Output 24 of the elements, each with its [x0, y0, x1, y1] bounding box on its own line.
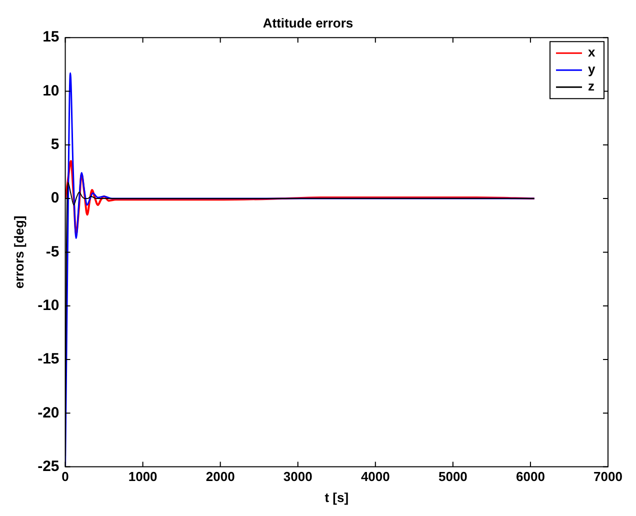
chart-title: Attitude errors	[262, 15, 354, 30]
legend-label: y	[588, 62, 596, 77]
x-axis-title: t [s]	[324, 490, 349, 505]
y-tick-label: -5	[46, 243, 60, 260]
x-tick-label: 4000	[360, 469, 390, 484]
x-tick-label: 6000	[516, 469, 545, 484]
y-tick-label: -25	[38, 458, 60, 475]
y-tick-label: -20	[38, 404, 60, 422]
y-tick-label: 10	[42, 82, 60, 100]
x-tick-label: 7000	[594, 469, 622, 484]
x-tick-label: 1000	[128, 469, 158, 484]
y-axis-title: errors [deg]	[11, 216, 26, 289]
x-tick-label: 2000	[206, 469, 235, 484]
legend-label: z	[588, 78, 595, 94]
y-tick-label: -10	[38, 296, 60, 314]
y-tick-label: -15	[38, 350, 60, 368]
legend-label: x	[588, 44, 596, 60]
y-tick-label: 5	[50, 136, 60, 154]
x-tick-label: 5000	[438, 469, 468, 484]
x-tick-label: 0	[62, 469, 69, 484]
line-series	[65, 160, 536, 235]
x-tick-label: 3000	[283, 469, 312, 484]
y-tick-label: 0	[50, 190, 60, 207]
y-tick-label: 15	[42, 28, 60, 46]
